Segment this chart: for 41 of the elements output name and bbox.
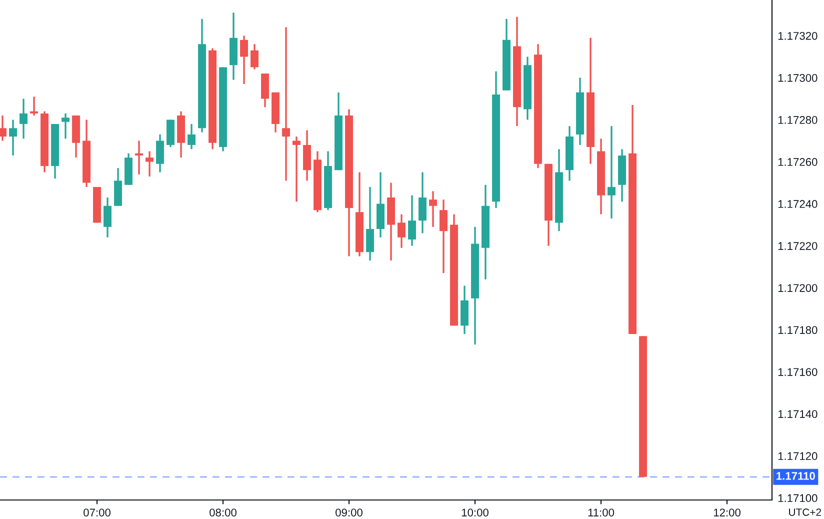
- y-tick-label: 1.17320: [778, 32, 818, 40]
- y-tick-label: 1.17140: [778, 410, 818, 418]
- candlestick: [146, 150, 154, 178]
- candlestick: [366, 186, 374, 262]
- y-tick-label: 1.17180: [778, 326, 818, 334]
- candlestick: [408, 194, 416, 247]
- y-tick-label: 1.17260: [778, 158, 818, 166]
- candlestick: [104, 196, 112, 238]
- candlestick: [135, 140, 144, 176]
- candlestick: [0, 114, 7, 142]
- y-tick-label: 1.17280: [778, 116, 818, 124]
- ref-line-label: 1.17110: [776, 472, 815, 480]
- candlestick: [240, 34, 248, 85]
- y-tick-label: 1.17240: [778, 200, 818, 208]
- x-tick-label: 12:00: [714, 508, 740, 516]
- candlestick: [20, 98, 28, 140]
- candlestick: [418, 171, 427, 234]
- candlestick: [62, 112, 70, 140]
- y-tick-label: 1.17100: [778, 494, 818, 502]
- candlestick: [250, 43, 259, 70]
- x-tick-label: 11:00: [588, 508, 614, 516]
- x-tick-label: 09:00: [336, 508, 362, 516]
- candlestick: [292, 136, 301, 203]
- x-tick-label: 08:00: [210, 508, 236, 516]
- candlestick: [440, 198, 448, 274]
- y-tick-label: 1.17300: [778, 74, 818, 82]
- y-tick-label: 1.17220: [778, 242, 818, 250]
- text: UTC+2: [789, 508, 822, 516]
- candlestick: [429, 190, 438, 228]
- candlestick: [9, 118, 18, 156]
- candlestick: [282, 26, 290, 182]
- y-tick-label: 1.17120: [778, 452, 818, 460]
- candlestick: [30, 96, 38, 116]
- y-tick-label: 1.17160: [778, 368, 818, 376]
- candlestick: [188, 123, 196, 150]
- candlestick: [398, 213, 406, 249]
- y-tick-label: 1.17200: [778, 284, 818, 292]
- candlestick: [156, 134, 164, 174]
- x-tick-label: 07:00: [84, 508, 110, 516]
- candlestick: [608, 125, 616, 220]
- x-tick-label: 10:00: [462, 508, 488, 516]
